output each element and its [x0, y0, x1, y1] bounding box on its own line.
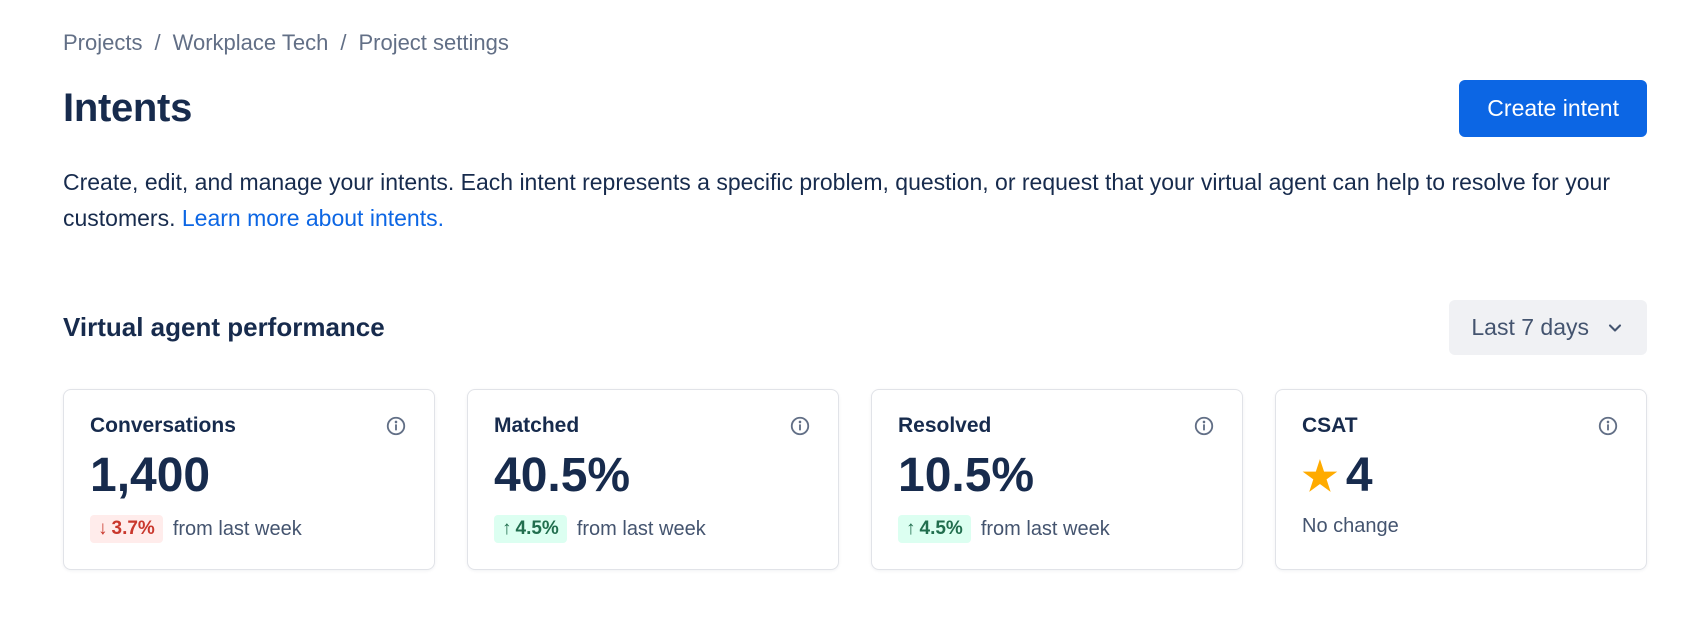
arrow-up-icon: ↑ — [906, 518, 916, 540]
metric-delta-row: ↓ 3.7% from last week — [90, 515, 408, 544]
info-icon[interactable] — [384, 414, 408, 438]
metric-title: Matched — [494, 414, 580, 438]
delta-badge-up: ↑ 4.5% — [494, 515, 567, 544]
metric-card-conversations: Conversations 1,400 ↓ 3.7% from last wee… — [63, 389, 435, 571]
metric-value: 1,400 — [90, 449, 211, 503]
breadcrumb-workplace-tech[interactable]: Workplace Tech — [172, 30, 329, 55]
chevron-down-icon — [1608, 324, 1622, 332]
metric-card-csat: CSAT ★ 4 No change — [1275, 389, 1647, 571]
card-header: Resolved — [898, 414, 1216, 438]
card-header: Conversations — [90, 414, 408, 438]
metric-title: Resolved — [898, 414, 992, 438]
metric-value: 4 — [1345, 449, 1373, 503]
arrow-down-icon: ↓ — [98, 518, 108, 540]
metric-cards: Conversations 1,400 ↓ 3.7% from last wee… — [63, 389, 1647, 571]
arrow-up-icon: ↑ — [502, 518, 512, 540]
delta-caption: No change — [1302, 515, 1399, 538]
breadcrumb-project-settings[interactable]: Project settings — [358, 30, 509, 55]
delta-caption: from last week — [172, 517, 302, 540]
performance-heading: Virtual agent performance — [63, 312, 385, 343]
create-intent-button[interactable]: Create intent — [1459, 80, 1647, 137]
info-icon[interactable] — [1596, 414, 1620, 438]
intents-page: Projects / Workplace Tech / Project sett… — [63, 30, 1647, 571]
metric-card-matched: Matched 40.5% ↑ 4.5% from last week — [467, 389, 839, 571]
metric-delta-row: ↑ 4.5% from last week — [494, 515, 812, 544]
breadcrumb-projects[interactable]: Projects — [63, 30, 143, 55]
metric-value-row: ★ 4 — [1302, 449, 1620, 503]
metric-delta-row: No change — [1302, 515, 1620, 538]
metric-card-resolved: Resolved 10.5% ↑ 4.5% from last week — [871, 389, 1243, 571]
metric-delta-row: ↑ 4.5% from last week — [898, 515, 1216, 544]
description-text: Create, edit, and manage your intents. E… — [63, 169, 1610, 231]
metric-title: Conversations — [90, 414, 236, 438]
learn-more-link[interactable]: Learn more about intents. — [181, 204, 444, 231]
delta-badge-up: ↑ 4.5% — [898, 515, 971, 544]
delta-caption: from last week — [576, 517, 706, 540]
delta-value: 4.5% — [515, 518, 559, 540]
info-icon[interactable] — [1192, 414, 1216, 438]
info-icon[interactable] — [788, 414, 812, 438]
date-range-value: Last 7 days — [1471, 314, 1589, 341]
performance-section-header: Virtual agent performance Last 7 days — [63, 300, 1647, 356]
page-title: Intents — [63, 86, 193, 130]
card-header: CSAT — [1302, 414, 1620, 438]
metric-value: 40.5% — [494, 449, 631, 503]
breadcrumb: Projects / Workplace Tech / Project sett… — [63, 30, 1647, 56]
date-range-dropdown[interactable]: Last 7 days — [1449, 300, 1647, 356]
delta-value: 3.7% — [111, 518, 155, 540]
metric-value: 10.5% — [898, 449, 1035, 503]
page-description: Create, edit, and manage your intents. E… — [63, 165, 1633, 236]
card-header: Matched — [494, 414, 812, 438]
delta-caption: from last week — [980, 517, 1110, 540]
delta-badge-down: ↓ 3.7% — [90, 515, 163, 544]
breadcrumb-separator: / — [154, 30, 161, 55]
breadcrumb-separator: / — [340, 30, 347, 55]
star-icon: ★ — [1302, 454, 1338, 499]
delta-value: 4.5% — [919, 518, 963, 540]
title-row: Intents Create intent — [63, 80, 1647, 137]
metric-title: CSAT — [1302, 414, 1358, 438]
